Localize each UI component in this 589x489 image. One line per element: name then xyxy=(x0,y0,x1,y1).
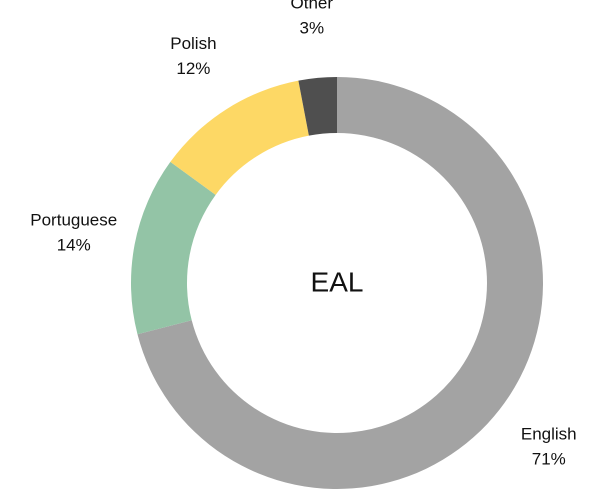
value-label: 14% xyxy=(57,235,91,254)
donut-segment xyxy=(298,77,337,136)
value-label: 3% xyxy=(299,19,324,38)
donut-segment xyxy=(170,80,309,195)
donut-segment xyxy=(131,161,216,335)
value-label: 71% xyxy=(532,450,566,469)
category-label: Other xyxy=(291,0,334,13)
value-label: 12% xyxy=(176,59,210,78)
category-label: English xyxy=(521,425,577,444)
center-label: EAL xyxy=(311,266,364,297)
category-label: Polish xyxy=(170,34,216,53)
category-label: Portuguese xyxy=(30,210,117,229)
